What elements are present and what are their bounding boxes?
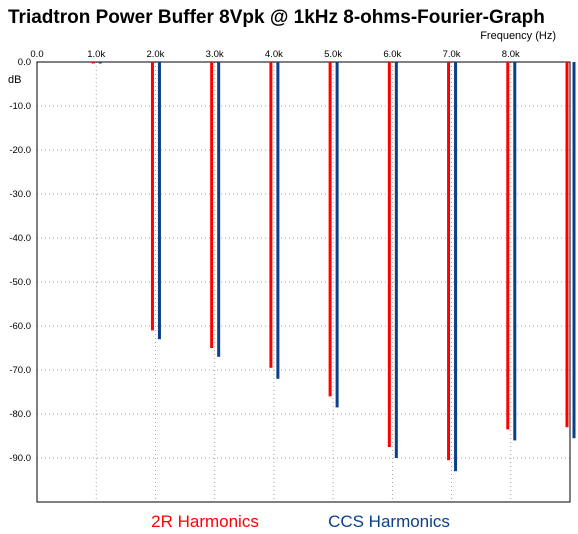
bar-2r-harmonic [210,62,214,348]
bar-2r-harmonic [328,62,332,397]
y-tick-label: -20.0 [9,145,31,156]
grid [37,61,571,502]
x-axis-label: Frequency (Hz) [480,30,556,42]
y-tick-label: -60.0 [9,321,31,332]
bar-ccs-harmonic [335,62,339,408]
x-tick-label: 2.0k [146,49,164,60]
x-tick-labels: 0.0 1.0k 2.0k 3.0k 4.0k 5.0k 6.0k 7.0k 8.0k [30,49,520,60]
bar-ccs-harmonic [572,62,576,439]
y-tick-label: -80.0 [9,409,31,420]
y-tick-label: -40.0 [9,233,31,244]
legend-label-ccs: CCS Harmonics [328,512,450,531]
bar-ccs-harmonic [98,62,102,64]
x-tick-label: 7.0k [443,49,461,60]
bar-2r-harmonic [506,62,510,430]
bar-ccs-harmonic [157,62,161,340]
x-tick-label: 3.0k [206,49,224,60]
legend-label-2r: 2R Harmonics [151,512,259,531]
x-tick-label: 1.0k [87,49,105,60]
y-tick-label: 0.0 [18,57,31,68]
bar-2r-harmonic [150,62,154,331]
y-tick-label: -30.0 [9,189,31,200]
bar-ccs-harmonic [454,62,458,472]
x-tick-label: 8.0k [502,49,520,60]
bar-2r-harmonic [447,62,451,461]
x-tick-label: 6.0k [383,49,401,60]
x-tick-label: 0.0 [30,49,43,60]
y-tick-label: -10.0 [9,101,31,112]
bar-ccs-harmonic [276,62,280,379]
bar-ccs-harmonic [217,62,221,357]
plot-frame [36,61,571,503]
y-axis-label: dB [8,74,21,86]
bar-ccs-harmonic [513,62,517,441]
chart-title: Triadtron Power Buffer 8Vpk @ 1kHz 8-ohm… [8,7,545,28]
bar-2r-harmonic [91,62,95,64]
y-tick-labels: 0.0 -10.0 -20.0 -30.0 -40.0 -50.0 -60.0 -70.0 -8… [9,57,31,464]
y-tick-label: -90.0 [9,453,31,464]
y-tick-label: -50.0 [9,277,31,288]
bar-2r-harmonic [387,62,391,447]
harmonic-bars [91,62,576,472]
x-tick-label: 5.0k [324,49,342,60]
bar-ccs-harmonic [394,62,398,458]
bar-2r-harmonic [565,62,569,428]
y-tick-label: -70.0 [9,365,31,376]
legend: 2R Harmonics CCS Harmonics [151,512,450,531]
x-tick-label: 4.0k [265,49,283,60]
bar-2r-harmonic [269,62,273,368]
